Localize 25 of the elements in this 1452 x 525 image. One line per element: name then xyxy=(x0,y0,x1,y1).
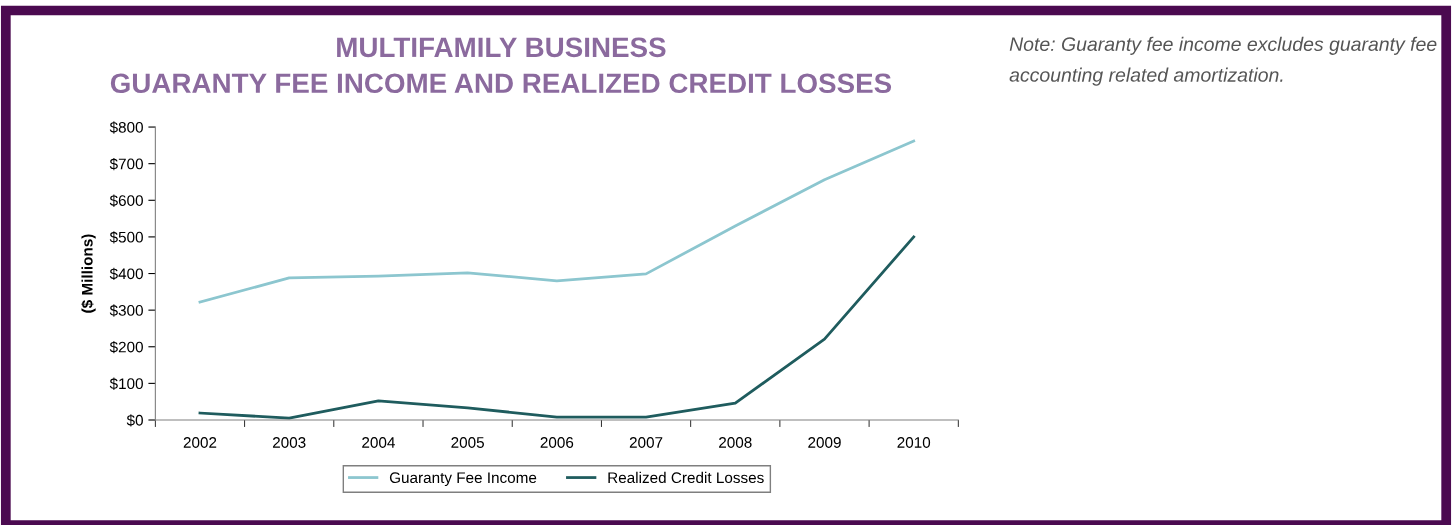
y-tick-label: $600 xyxy=(109,194,143,207)
x-tick-label: 2002 xyxy=(183,437,217,448)
x-tick-label: 2008 xyxy=(719,437,752,448)
legend-label: Realized Credit Losses xyxy=(608,471,764,484)
y-axis-title: ($ Millions) xyxy=(81,234,96,313)
x-tick-label: 2009 xyxy=(808,437,841,448)
x-tick-label: 2006 xyxy=(540,437,574,448)
y-tick-label: $800 xyxy=(109,121,143,134)
x-tick-label: 2007 xyxy=(629,437,663,448)
y-tick-label: $700 xyxy=(109,157,143,171)
x-tick-label: 2003 xyxy=(272,437,306,448)
y-tick-label: $200 xyxy=(109,340,143,354)
y-tick-label: $300 xyxy=(109,304,143,317)
y-tick-label: $0 xyxy=(126,414,143,427)
line-series xyxy=(198,235,916,420)
chart-title: MULTIFAMILY BUSINESS GUARANTY FEE INCOME AND REALIZED CREDIT LOSSES xyxy=(110,37,892,94)
line-series xyxy=(198,139,916,304)
x-tick-label: 2005 xyxy=(451,437,484,448)
x-tick-label: 2010 xyxy=(897,437,931,448)
legend-label: Guaranty Fee Income xyxy=(389,472,537,487)
text: Note: Guaranty fee income excludes guaranty fee accounting related amortization. xyxy=(1009,36,1437,86)
y-tick-label: $500 xyxy=(109,231,143,244)
y-tick-label: $400 xyxy=(109,267,143,281)
y-tick-label: $100 xyxy=(109,377,143,390)
x-tick-label: 2004 xyxy=(362,437,395,448)
